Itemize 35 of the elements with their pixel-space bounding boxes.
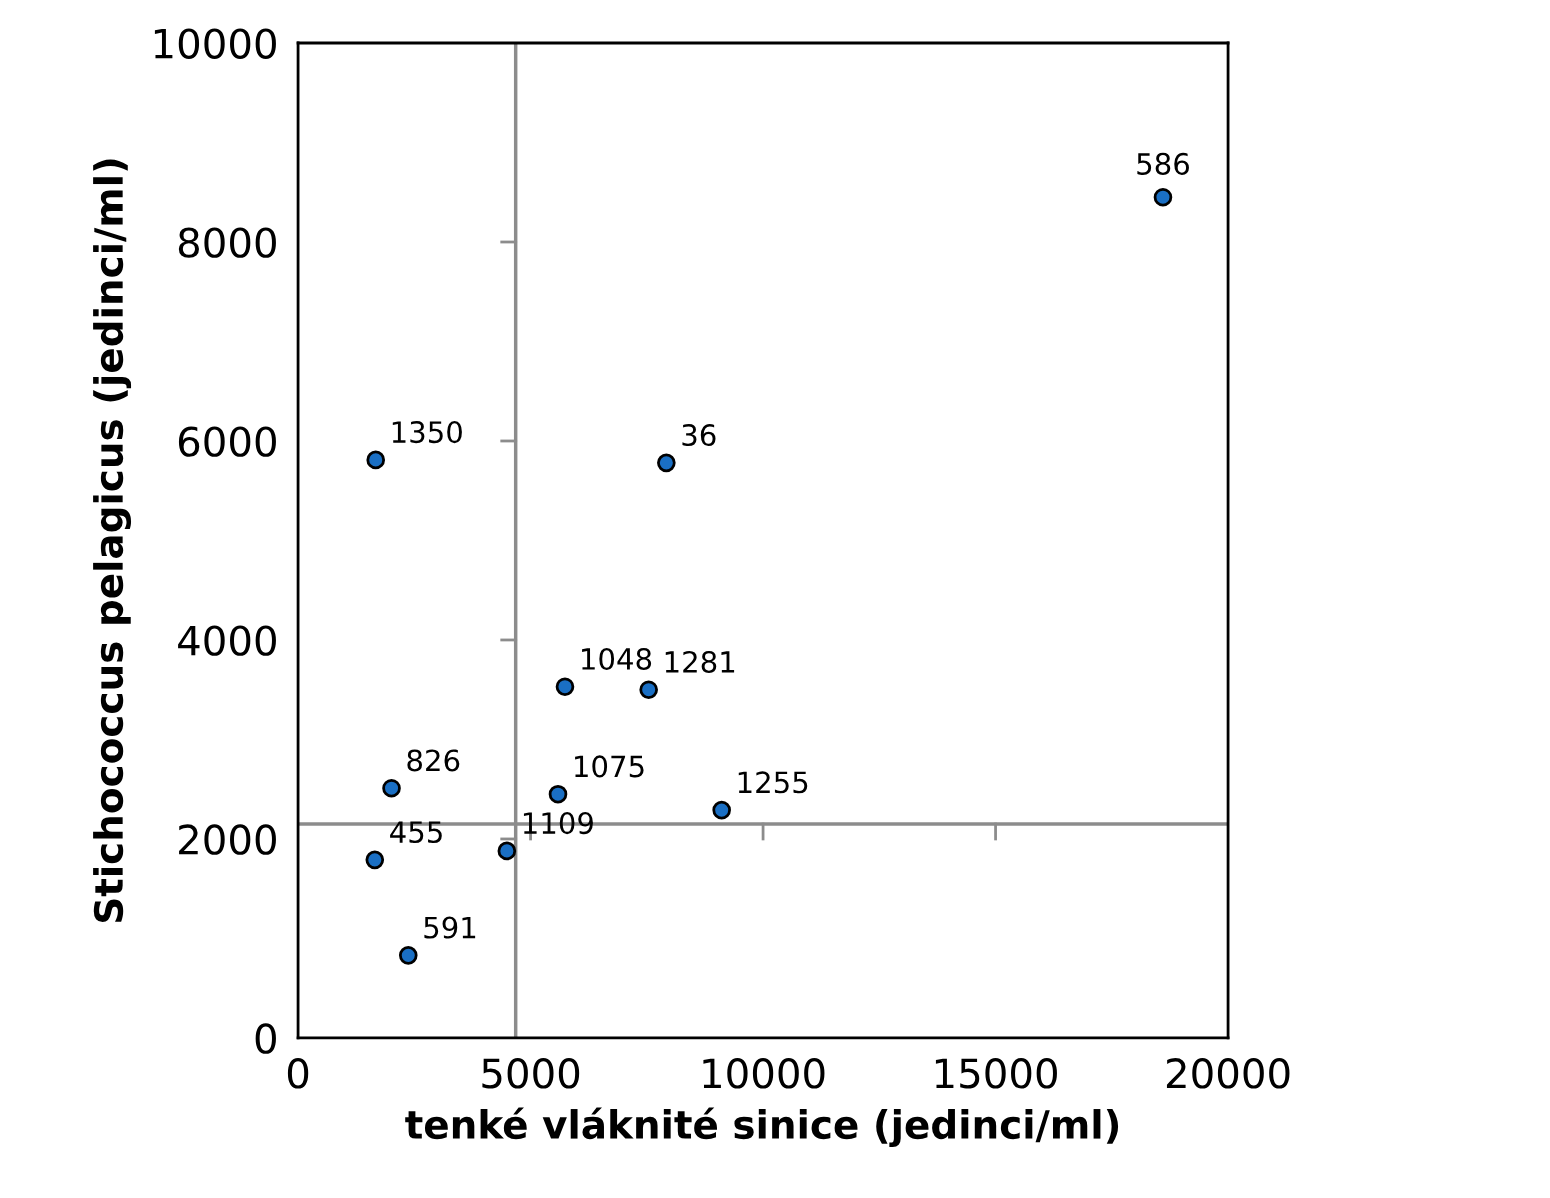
y-tick-label: 8000 [178, 227, 276, 258]
x-tick-label: 10000 [703, 1058, 825, 1089]
point [555, 677, 575, 697]
annotation: 1255 [738, 771, 808, 794]
y-tick-label: 4000 [178, 625, 276, 656]
annotation: 1048 [582, 647, 652, 670]
point [366, 450, 386, 470]
annotation: 591 [424, 916, 476, 939]
point [382, 778, 401, 798]
x-tick-label: 0 [287, 1058, 309, 1089]
annotation: 1350 [392, 421, 462, 444]
annotation: 455 [390, 821, 442, 844]
point [712, 800, 731, 820]
annotation: 1075 [575, 755, 644, 778]
y-tick-label: 2000 [179, 824, 276, 855]
point [548, 784, 568, 804]
point [398, 946, 418, 965]
x-tick-label: 15000 [935, 1058, 1057, 1089]
y-tick-label: 10000 [154, 28, 276, 59]
x-tick-label: 5000 [482, 1058, 580, 1089]
y-tick-label: 0 [255, 1023, 276, 1054]
x-axis-title: tenké vláknité sinice (jedinci/ml) [405, 1107, 1119, 1147]
annotation: 1109 [523, 812, 593, 835]
point [1153, 187, 1173, 207]
annotation: 1281 [665, 650, 735, 673]
point [365, 850, 385, 870]
point [497, 841, 517, 861]
annotation: 586 [1137, 152, 1189, 175]
annotation: 826 [407, 749, 460, 772]
annotation: 36 [682, 424, 716, 447]
y-axis-title: Stichococcus pelagicus (jedinci/ml) [93, 159, 132, 922]
y-tick-label: 6000 [178, 426, 276, 457]
point [639, 680, 658, 700]
point [657, 453, 676, 473]
x-tick-label: 20000 [1166, 1058, 1290, 1089]
